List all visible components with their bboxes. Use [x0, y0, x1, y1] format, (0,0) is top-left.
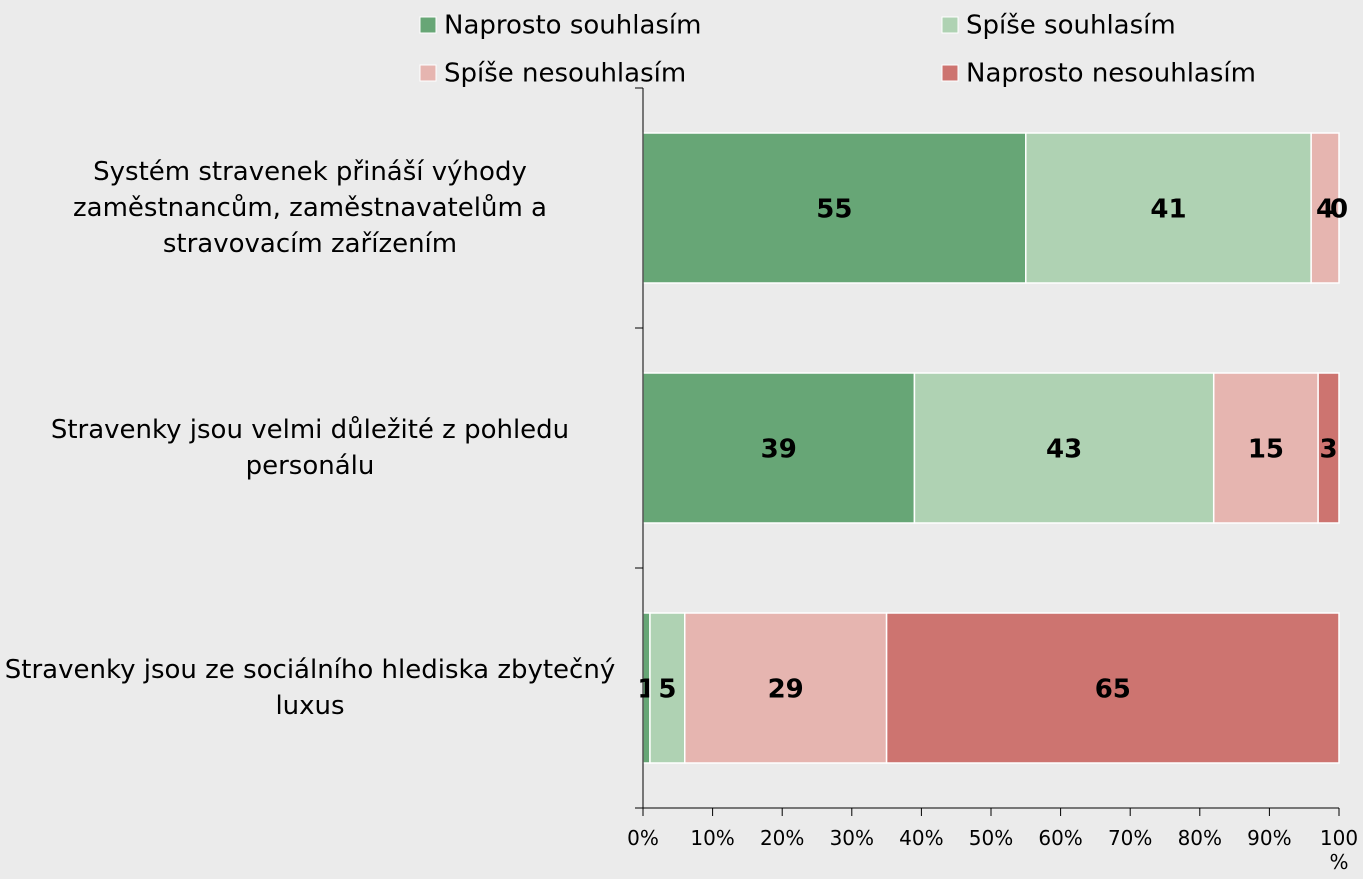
data-label: 5	[658, 675, 676, 705]
legend-label: Spíše souhlasím	[966, 11, 1176, 41]
legend-label: Naprosto nesouhlasím	[966, 59, 1256, 89]
data-label: 55	[816, 195, 852, 225]
bar-segment	[885, 612, 1340, 764]
bar-segment	[1317, 372, 1340, 524]
x-tick-label: 80%	[1177, 826, 1223, 850]
x-tick-label: 30%	[829, 826, 875, 850]
data-label: 3	[1320, 435, 1338, 465]
category-label: Stravenky jsou velmi důležité z pohledu …	[50, 415, 570, 481]
bar-segment	[642, 372, 916, 524]
x-tick-label: 60%	[1038, 826, 1083, 850]
data-label: 29	[768, 675, 804, 705]
bar-segment	[642, 132, 1027, 284]
x-tick-label: 20%	[759, 826, 805, 850]
x-tick-label: 100 %	[1319, 826, 1359, 874]
data-label: 4	[1316, 195, 1334, 225]
category-label: Stravenky jsou ze sociálního hlediska zb…	[4, 655, 616, 721]
bar-segment	[684, 612, 888, 764]
x-tick-label: 70%	[1107, 826, 1153, 850]
x-tick-label: 10%	[690, 826, 735, 850]
x-tick-label: 0%	[627, 826, 659, 850]
x-tick-label: 90%	[1247, 826, 1292, 850]
legend-swatch	[419, 64, 437, 82]
x-tick-label: 40%	[899, 826, 944, 850]
data-label: 39	[761, 435, 797, 465]
bar-segment	[1310, 132, 1340, 284]
legend-swatch	[941, 64, 959, 82]
legend-swatch	[941, 16, 959, 34]
data-label: 65	[1095, 675, 1131, 705]
legend-swatch	[419, 16, 437, 34]
data-label: 41	[1150, 195, 1186, 225]
bar-segment	[1025, 132, 1312, 284]
data-label: 15	[1248, 435, 1284, 465]
bar-segment	[1212, 372, 1319, 524]
bar-segment	[649, 612, 686, 764]
data-label: 0	[1330, 195, 1348, 225]
legend-label: Spíše nesouhlasím	[444, 59, 686, 89]
category-label: Systém stravenek přináší výhody zaměstna…	[73, 157, 547, 259]
data-label: 43	[1046, 435, 1082, 465]
x-tick-label: 50%	[968, 826, 1014, 850]
legend-label: Naprosto souhlasím	[444, 11, 702, 41]
bar-segment	[913, 372, 1215, 524]
